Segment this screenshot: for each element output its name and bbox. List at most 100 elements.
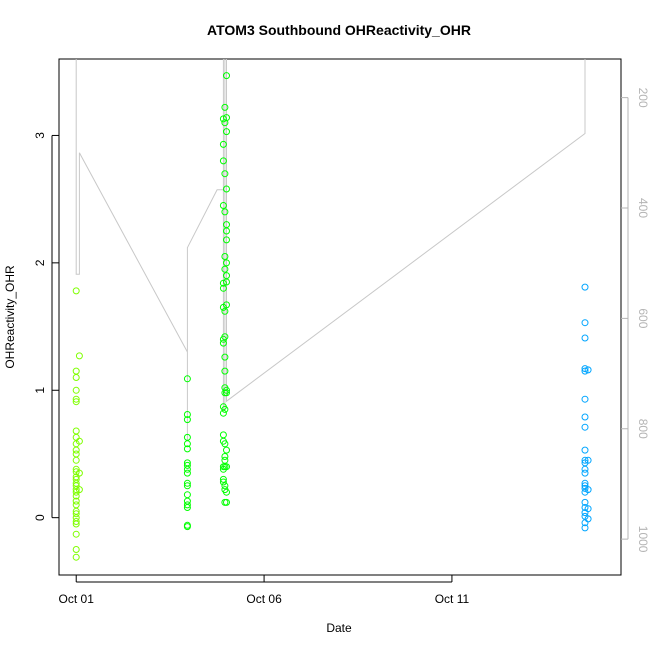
data-point (221, 307, 229, 315)
data-point (72, 530, 80, 538)
data-point (221, 453, 229, 460)
data-point (581, 504, 589, 511)
data-point (223, 128, 230, 136)
data-point (223, 463, 230, 471)
data-point (581, 367, 589, 375)
data-point (584, 456, 592, 464)
y-tick-label: 0 (33, 514, 47, 521)
y2-tick-label: 800 (636, 419, 650, 439)
data-point (219, 431, 227, 439)
data-point (72, 427, 80, 435)
data-point (223, 386, 230, 394)
data-point (221, 103, 229, 111)
data-point (183, 479, 191, 487)
y-tick-label: 1 (33, 387, 47, 394)
data-point (72, 553, 80, 561)
data-point (581, 413, 589, 421)
x-axis-label: Date (326, 621, 352, 635)
data-point (581, 334, 589, 342)
chart-title: ATOM3 Southbound OHReactivity_OHR (207, 22, 471, 38)
data-point (183, 416, 191, 424)
data-point (72, 398, 80, 406)
data-point (72, 450, 80, 458)
data-point (72, 501, 80, 509)
y-tick-label: 3 (33, 132, 47, 139)
data-point (219, 279, 227, 287)
data-point (581, 365, 589, 373)
data-point (72, 433, 80, 441)
data-point (221, 440, 229, 448)
data-point (581, 456, 589, 464)
data-point (219, 409, 227, 417)
data-point (581, 423, 589, 431)
data-point (223, 446, 230, 454)
data-point (581, 465, 589, 473)
y2-tick-label: 600 (636, 308, 650, 328)
data-point (219, 115, 227, 123)
data-point (219, 202, 227, 209)
data-point (72, 492, 80, 500)
x-tick-label: Oct 11 (435, 592, 470, 606)
data-point (183, 445, 191, 453)
data-point (183, 469, 191, 477)
data-point (221, 208, 229, 216)
data-point (584, 486, 592, 494)
data-point (219, 475, 227, 483)
data-point (223, 389, 230, 397)
data-point (72, 287, 80, 295)
data-point (581, 469, 589, 477)
data-point (223, 227, 230, 235)
data-point (75, 469, 83, 477)
data-point (219, 478, 227, 486)
data-point (221, 333, 229, 341)
data-point (72, 546, 80, 553)
data-point (221, 482, 229, 490)
plot-frame (58, 58, 622, 576)
data-point (183, 461, 191, 469)
data-point (584, 515, 592, 523)
data-point (221, 170, 229, 178)
data-point (584, 366, 592, 374)
data-point (223, 236, 230, 244)
data-point (223, 259, 230, 267)
data-point (183, 375, 191, 383)
y2-tick-label: 400 (636, 198, 650, 218)
data-point (72, 386, 80, 394)
data-point (72, 497, 80, 505)
data-point (72, 468, 80, 476)
data-point (581, 319, 589, 327)
data-point (183, 491, 191, 499)
data-point (75, 352, 83, 360)
data-point (581, 395, 589, 403)
data-point (584, 505, 592, 513)
data-point (221, 405, 229, 413)
data-point (183, 482, 191, 490)
data-point (183, 465, 191, 473)
data-point (72, 456, 80, 464)
data-point (223, 114, 230, 122)
series-line (75, 59, 586, 441)
data-point (223, 498, 230, 506)
x-tick-label: Oct 01 (59, 592, 95, 606)
data-point (223, 278, 230, 286)
data-point (183, 411, 191, 418)
data-point (72, 395, 80, 403)
data-point (72, 446, 80, 454)
data-point (219, 157, 227, 165)
data-point (223, 488, 230, 496)
data-point (72, 520, 80, 528)
data-point (72, 510, 80, 518)
data-point (183, 523, 191, 531)
axes-layer: Oct 01 Oct 06 Oct 11 0 1 2 3 200 400 600 800 1000 (33, 88, 650, 606)
data-point (581, 283, 589, 291)
data-point (219, 284, 227, 292)
line-layer (75, 59, 586, 441)
data-point (581, 479, 589, 487)
data-point (581, 524, 589, 532)
data-point (221, 367, 229, 375)
y-axis-label: OHReactivity_OHR (3, 265, 17, 369)
data-point (183, 501, 191, 509)
x-tick-label: Oct 06 (246, 592, 282, 606)
data-point (221, 265, 229, 273)
